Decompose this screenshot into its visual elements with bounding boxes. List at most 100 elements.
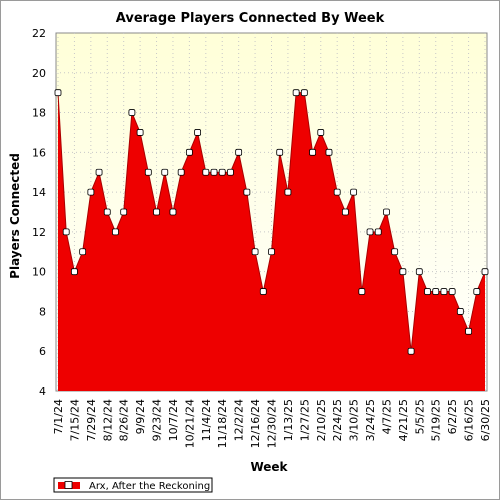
x-tick-label: 4/7/25 (380, 399, 393, 434)
data-point (210, 168, 218, 176)
x-tick-label: 6/2/25 (446, 399, 459, 434)
data-point (112, 228, 119, 236)
y-tick-label: 12 (32, 226, 46, 239)
data-point (62, 228, 70, 236)
y-tick-label: 10 (32, 266, 46, 279)
x-axis-label: Week (250, 460, 288, 474)
data-point (95, 168, 103, 176)
data-point (440, 288, 448, 295)
x-tick-label: 12/16/24 (249, 399, 262, 448)
x-tick-label: 6/30/25 (479, 399, 492, 441)
data-point (144, 168, 152, 176)
data-point (185, 148, 193, 156)
x-tick-label: 2/10/25 (315, 399, 328, 441)
data-point (177, 168, 185, 176)
data-point (218, 168, 226, 176)
data-point (300, 89, 308, 97)
data-point (243, 188, 251, 196)
x-tick-label: 12/2/24 (233, 399, 246, 441)
series-marks (54, 89, 489, 392)
data-point (309, 148, 316, 156)
data-point (71, 268, 78, 276)
data-point (87, 188, 95, 196)
x-tick-label: 8/12/24 (101, 399, 114, 441)
y-tick-label: 8 (39, 305, 46, 318)
data-point (153, 208, 160, 216)
data-point (259, 288, 267, 295)
series-area (58, 92, 485, 392)
data-point (317, 129, 325, 136)
x-tick-label: 3/24/25 (364, 399, 377, 441)
data-point (169, 208, 177, 216)
y-tick-label: 4 (39, 385, 46, 398)
y-tick-label: 22 (32, 27, 46, 40)
y-axis: 4 6 8 10 12 14 16 18 20 22 (32, 27, 46, 398)
chart-title: Average Players Connected By Week (116, 11, 385, 26)
x-tick-label: 5/19/25 (430, 399, 443, 441)
y-tick-label: 6 (39, 345, 46, 358)
data-point (128, 109, 136, 116)
x-tick-label: 11/18/24 (216, 399, 229, 448)
data-point (448, 288, 456, 295)
data-point (465, 327, 472, 335)
y-tick-label: 20 (32, 67, 46, 80)
data-point (415, 268, 423, 276)
y-tick-label: 16 (32, 146, 46, 159)
y-axis-label: Players Connected (8, 153, 22, 279)
legend: Arx, After the Reckoning (53, 477, 213, 493)
data-point (456, 308, 464, 315)
data-point (333, 188, 341, 196)
data-point (79, 248, 87, 256)
data-point (276, 148, 284, 156)
x-tick-label: 7/1/24 (52, 399, 65, 434)
data-point (161, 168, 169, 176)
x-tick-label: 7/29/24 (85, 399, 98, 441)
x-tick-label: 2/24/25 (331, 399, 344, 441)
data-point (268, 248, 275, 256)
data-point (391, 248, 399, 256)
x-tick-label: 9/23/24 (151, 399, 164, 441)
data-point (358, 288, 366, 295)
data-point (432, 288, 440, 295)
data-point (399, 268, 407, 276)
data-point (103, 208, 111, 216)
data-point (284, 188, 292, 196)
x-tick-label: 5/5/25 (413, 399, 426, 434)
x-tick-label: 1/27/25 (298, 399, 311, 441)
x-tick-label: 10/21/24 (183, 399, 196, 448)
data-point (136, 129, 144, 136)
data-point (292, 89, 300, 97)
x-tick-label: 4/21/25 (397, 399, 410, 441)
data-point (383, 208, 390, 216)
data-point (235, 148, 243, 156)
data-point (473, 288, 481, 295)
x-tick-label: 9/9/24 (134, 399, 147, 434)
x-tick-label: 11/4/24 (200, 399, 213, 441)
data-point (120, 208, 128, 216)
data-point (251, 248, 259, 256)
data-point (342, 208, 349, 216)
data-point (366, 228, 374, 236)
x-tick-label: 10/7/24 (167, 399, 180, 441)
y-tick-label: 14 (32, 186, 46, 199)
data-point (481, 268, 489, 276)
x-tick-label: 12/30/24 (266, 399, 279, 448)
x-tick-label: 1/13/25 (282, 399, 295, 441)
x-tick-label: 6/16/25 (463, 399, 476, 441)
legend-marker (64, 481, 73, 489)
data-point (54, 89, 62, 97)
data-point (374, 228, 382, 236)
legend-box (53, 477, 213, 493)
data-point (424, 288, 431, 295)
x-axis: 7/1/24 7/15/24 7/29/24 8/12/24 8/26/24 9/9/24… (52, 399, 492, 448)
x-tick-label: 8/26/24 (118, 399, 131, 441)
data-point (202, 168, 210, 176)
legend-label: Arx, After the Reckoning (89, 481, 210, 492)
data-point (227, 168, 234, 176)
data-point (194, 129, 201, 136)
data-point (325, 148, 333, 156)
data-point (350, 188, 358, 196)
x-tick-label: 7/15/24 (68, 399, 81, 441)
x-tick-label: 3/10/25 (348, 399, 361, 441)
